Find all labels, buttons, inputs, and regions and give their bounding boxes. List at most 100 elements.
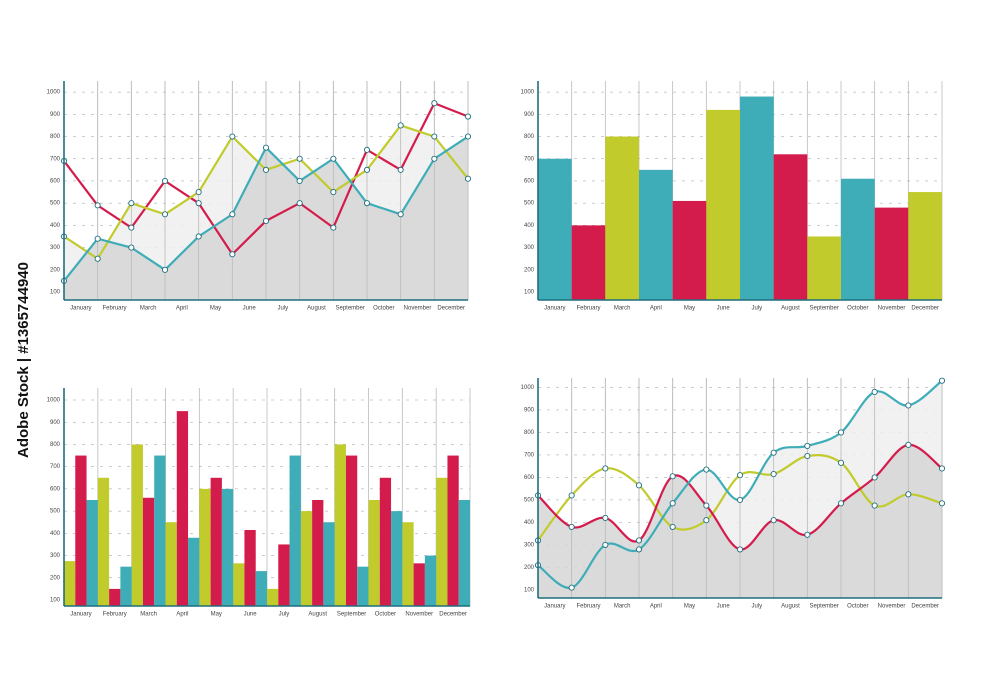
bar [706,109,740,300]
bar [379,477,392,606]
x-tick-label: April [176,612,188,618]
y-tick-label: 300 [50,245,61,251]
bar [142,497,155,606]
point [397,122,404,129]
x-tick-label: August [781,604,800,610]
x-tick-label: November [878,604,906,610]
point [464,133,472,140]
point [296,177,303,184]
point [905,441,912,448]
point [770,517,777,524]
x-tick-label: September [809,604,838,610]
x-tick-label: June [717,604,731,610]
x-tick-label: January [544,306,565,312]
y-tick-label: 900 [50,112,61,118]
bar [447,455,459,606]
point [938,465,946,472]
y-tick-label: 400 [50,531,61,537]
y-tick-label: 400 [524,223,535,229]
x-tick-label: March [140,612,157,618]
x-tick-label: July [279,612,290,618]
x-tick-label: February [102,306,126,312]
point [770,449,777,456]
y-tick-label: 800 [50,134,61,140]
y-tick-label: 300 [524,542,535,548]
point [296,155,303,162]
point [602,465,609,472]
x-tick-label: August [308,612,327,618]
bar [538,158,572,300]
point [128,224,135,231]
point [397,211,404,218]
x-tick-label: July [751,306,762,312]
bar [176,411,189,606]
x-tick-label: October [373,306,394,312]
point [669,473,676,480]
point [431,133,438,140]
point [736,546,744,553]
point [363,200,371,207]
bar [255,571,267,606]
bar [199,488,211,606]
y-tick-label: 600 [524,475,535,481]
point [431,100,438,107]
point [770,471,777,478]
x-tick-label: April [176,306,188,312]
point [229,251,236,258]
x-tick-label: March [614,604,631,610]
bar [571,225,606,300]
point [905,402,912,409]
bar [424,555,437,606]
y-tick-label: 700 [50,464,61,470]
bar [289,455,301,606]
point [703,466,710,473]
y-tick-label: 600 [524,179,535,185]
point [94,202,101,209]
bar [188,537,200,606]
x-tick-label: May [210,306,221,312]
bar [300,511,313,606]
y-tick-label: 100 [524,587,535,593]
x-tick-label: December [911,604,939,610]
point [804,442,811,449]
bar [267,588,279,606]
point [161,177,169,184]
point [363,146,371,153]
point [464,175,472,182]
point [837,429,845,436]
bar [244,530,256,606]
x-tick-label: January [70,612,91,618]
point [128,244,135,251]
bar [210,477,222,606]
bar [740,96,774,300]
x-tick-label: November [404,306,432,312]
bar [436,477,448,606]
point [94,255,101,262]
x-tick-label: May [684,306,695,312]
y-tick-label: 800 [524,430,535,436]
bar [221,488,234,606]
bar [874,207,909,300]
x-tick-label: October [375,612,396,618]
y-tick-label: 300 [524,245,535,251]
y-tick-label: 1000 [47,90,61,96]
point [871,388,878,395]
point [568,523,575,530]
point [464,113,472,120]
y-tick-label: 100 [524,290,535,296]
bar [672,200,707,300]
point [195,200,202,207]
x-tick-label: May [211,612,222,618]
bar [908,192,942,300]
y-tick-label: 1000 [521,385,535,391]
y-tick-label: 600 [50,486,61,492]
y-tick-label: 500 [50,201,61,207]
y-tick-label: 700 [524,156,535,162]
x-tick-label: February [576,604,600,610]
bar [64,561,76,606]
bar [391,511,403,606]
x-tick-label: March [614,306,631,312]
point [330,155,337,162]
x-tick-label: January [70,306,91,312]
